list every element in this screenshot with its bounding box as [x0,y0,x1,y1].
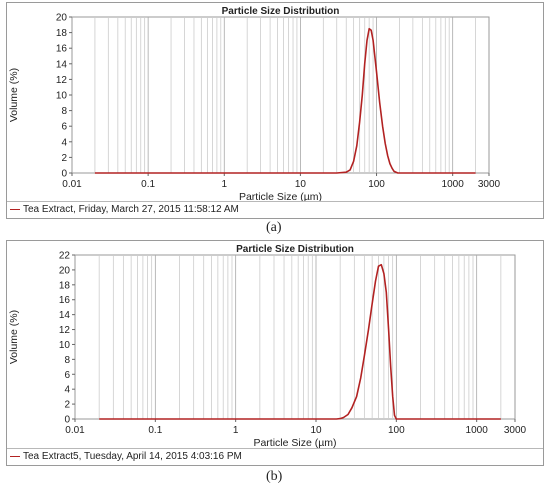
x-tick-label-b: 0.1 [148,425,162,436]
y-tick-label-b: 12 [59,325,71,336]
x-tick-label-a: 0.1 [141,179,155,190]
x-tick-label-b: 10 [310,425,322,436]
y-tick-label-a: 20 [56,13,68,24]
series-line-a-0 [94,27,476,174]
chart-title-b: Particle Size Distribution [236,244,354,255]
legend-swatch-b [10,455,20,457]
x-tick-label-b: 1 [233,425,239,436]
y-tick-label-b: 10 [59,340,71,351]
y-tick-label-b: 16 [59,295,71,306]
y-tick-label-a: 12 [56,75,68,86]
x-tick-label-a: 1 [221,179,227,190]
x-tick-label-a: 0.01 [62,179,82,190]
y-tick-label-b: 0 [64,415,70,426]
plot-area-b [74,254,516,420]
y-tick-label-a: 4 [61,137,67,148]
chart-a-svg: Particle Size Distribution 0 2 4 6 8 10 12 14 16 1… [8,6,501,203]
y-axis-label-a: Volume (%) [8,68,20,122]
y-tick-label-b: 4 [64,385,70,396]
chart-title-a: Particle Size Distribution [222,6,340,17]
y-tick-label-a: 2 [61,153,67,164]
y-tick-label-a: 0 [61,169,67,180]
chart-panel-a: Particle Size Distribution 0 2 4 6 8 10 12 14 16 1… [6,2,544,219]
x-tick-label-a: 100 [368,179,385,190]
chart-b-svg: Particle Size Distribution 0 2 4 6 8 10 12 14 16 1… [8,244,527,449]
x-tick-label-b: 100 [388,425,405,436]
y-tick-label-a: 16 [56,44,68,55]
y-tick-label-b: 6 [64,370,70,381]
y-tick-label-a: 6 [61,122,67,133]
x-tick-label-a: 3000 [478,179,501,190]
y-tick-label-b: 2 [64,400,70,411]
y-tick-label-a: 18 [56,28,68,39]
caption-b: (b) [266,469,283,484]
y-tick-label-a: 8 [61,106,67,117]
x-tick-label-a: 1000 [442,179,465,190]
legend-label-b: Tea Extract5, Tuesday, April 14, 2015 4:… [23,451,242,462]
y-tick-label-b: 20 [59,265,71,276]
x-axis-label-b: Particle Size (µm) [253,437,336,449]
caption-a: (a) [266,220,282,235]
y-tick-label-b: 14 [59,310,71,321]
x-tick-label-b: 3000 [504,425,527,436]
legend-b: Tea Extract5, Tuesday, April 14, 2015 4:… [7,448,543,465]
legend-swatch-a [10,208,20,210]
legend-label-a: Tea Extract, Friday, March 27, 2015 11:5… [23,204,239,215]
y-axis-label-b: Volume (%) [8,310,20,364]
y-tick-label-b: 8 [64,355,70,366]
legend-a: Tea Extract, Friday, March 27, 2015 11:5… [7,201,543,218]
plot-area-a [71,16,490,174]
y-tick-label-a: 14 [56,59,68,70]
x-axis-label-a: Particle Size (µm) [239,191,322,203]
x-tick-label-b: 1000 [466,425,489,436]
x-tick-label-b: 0.01 [65,425,85,436]
y-tick-label-b: 22 [59,251,71,262]
y-tick-label-b: 18 [59,280,71,291]
chart-panel-b: Particle Size Distribution 0 2 4 6 8 10 12 14 16 1… [6,240,544,466]
x-tick-label-a: 10 [295,179,307,190]
y-tick-label-a: 10 [56,91,68,102]
series-line-b-0 [99,263,501,420]
